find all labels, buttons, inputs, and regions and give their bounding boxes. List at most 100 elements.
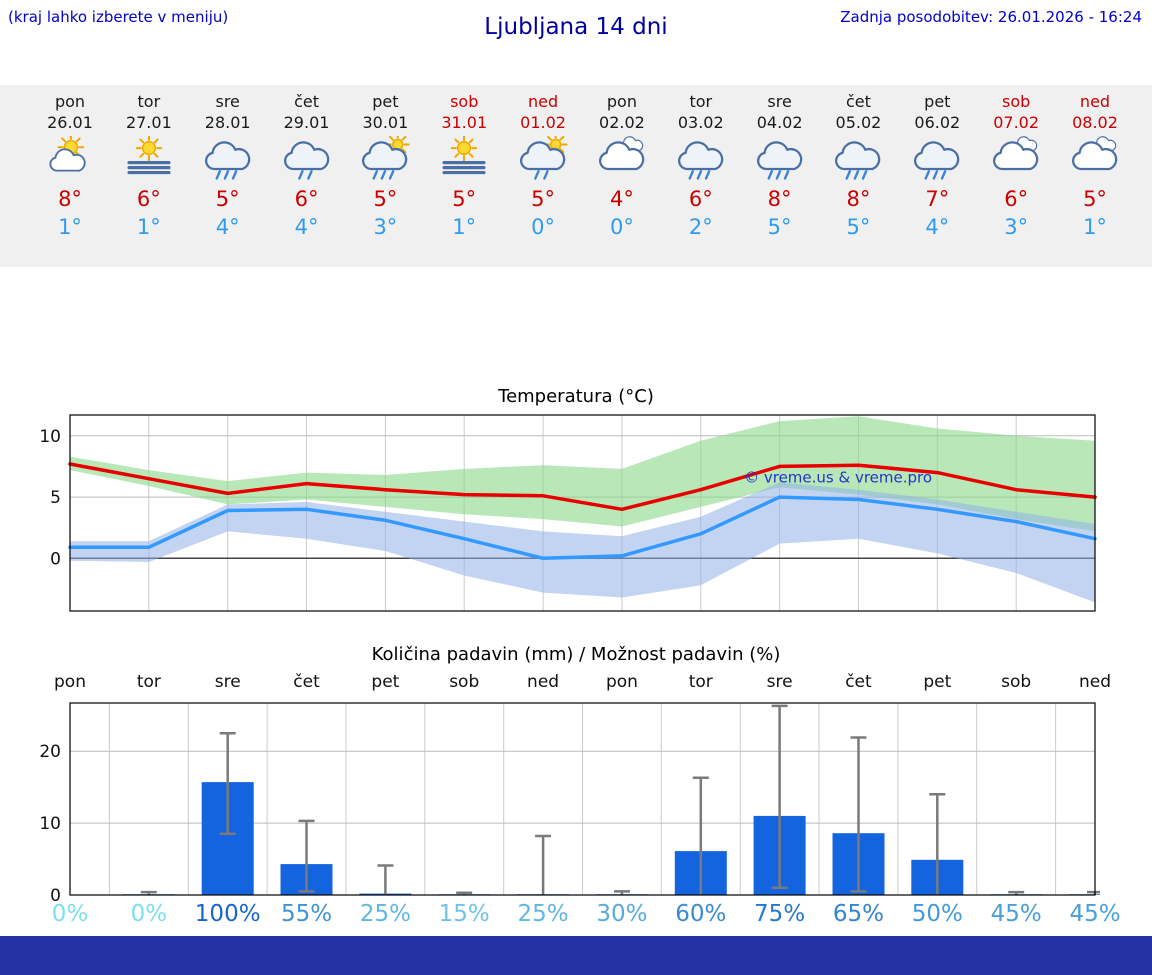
precip-probability: 55% (280, 901, 333, 927)
cloud-icon (582, 136, 661, 184)
precip-probability: 25% (517, 901, 569, 927)
precip-day-label: sob (1001, 672, 1032, 692)
forecast-day: pon 26.01 8° 1° (31, 85, 110, 241)
high-temp: 8° (58, 187, 82, 211)
menu-hint-link[interactable]: (kraj lahko izberete v meniju) (8, 8, 229, 26)
low-temp: 5° (846, 215, 871, 239)
high-temp: 6° (136, 187, 161, 211)
forecast-day: tor 27.01 6° 1° (109, 85, 188, 241)
low-temp: 4° (294, 215, 319, 239)
day-date: 06.02 (914, 113, 961, 132)
precip-day-label-row: pon tor sre čet pet sob ned pon tor sre čet pet sob n… (0, 672, 1152, 694)
last-update-text: Zadnja posodobitev: 26.01.2026 - 16:24 (840, 8, 1142, 26)
forecast-strip: pon 26.01 8° 1° tor 27.01 6° 1° sre 28.01 5° 4° čet 2… (0, 85, 1152, 267)
low-temp: 0° (609, 215, 634, 239)
high-temp: 5° (452, 187, 477, 211)
sun-fog-icon (109, 134, 188, 184)
day-name: čet (294, 92, 319, 111)
day-date: 05.02 (835, 113, 882, 132)
rain-icon (898, 136, 977, 184)
precip-day-label: tor (688, 672, 713, 692)
forecast-day: sob 31.01 5° 1° (425, 85, 504, 241)
high-temp: 5° (1083, 187, 1107, 211)
forecast-day: čet 29.01 6° 4° (267, 85, 346, 241)
day-name: pet (372, 92, 399, 111)
low-temp: 3° (373, 215, 398, 239)
precip-day-label: pon (605, 672, 638, 692)
low-temp: 1° (136, 215, 161, 239)
low-temp: 0° (531, 215, 555, 239)
precip-day-label: ned (527, 672, 560, 692)
high-temp: 7° (925, 187, 950, 211)
day-name: tor (689, 92, 713, 111)
temperature-chart: 0 5 10 © vreme.us & vreme.pro (40, 414, 1097, 612)
day-name: tor (137, 92, 161, 111)
precip-probability: 60% (675, 901, 727, 927)
precip-day-label: pet (923, 672, 952, 692)
low-temp: 4° (925, 215, 950, 239)
precipitation-chart-title: Količina padavin (mm) / Možnost padavin … (371, 644, 781, 665)
showers-icon (267, 136, 346, 184)
sun-fog-icon (425, 134, 504, 184)
rain-icon (661, 136, 740, 184)
low-temp: 3° (1004, 215, 1029, 239)
forecast-day: ned 08.02 5° 1° (1056, 85, 1135, 241)
precip-day-label: čet (845, 672, 872, 692)
precip-ytick-label: 20 (40, 742, 61, 762)
day-name: pon (54, 92, 86, 111)
day-name: pet (924, 92, 951, 111)
temp-ytick-label: 10 (40, 427, 61, 447)
precip-ytick-label: 10 (40, 814, 61, 834)
high-temp: 6° (294, 187, 319, 211)
forecast-day: pet 06.02 7° 4° (898, 85, 977, 241)
precip-probability: 15% (438, 901, 490, 927)
high-temp: 4° (609, 187, 634, 211)
precip-day-label: ned (1078, 672, 1112, 692)
day-name: pon (606, 92, 637, 111)
forecast-day: sre 28.01 5° 4° (188, 85, 267, 241)
cloud-icon (1056, 136, 1135, 184)
day-date: 26.01 (47, 113, 93, 132)
sun-cloud-icon (31, 133, 110, 184)
rain-icon (188, 136, 267, 184)
low-temp: 1° (452, 215, 477, 239)
footer-bar (0, 936, 1152, 975)
day-date: 29.01 (283, 113, 330, 132)
temperature-chart-title: Temperatura (°C) (498, 386, 654, 407)
day-date: 08.02 (1072, 113, 1118, 132)
day-name: sre (767, 92, 792, 111)
precip-probability: 0% (51, 901, 89, 927)
day-name: ned (1079, 92, 1111, 111)
precip-probability: 50% (911, 901, 963, 927)
low-temp: 1° (1083, 215, 1107, 239)
cloud-icon (977, 136, 1056, 184)
day-name: sre (215, 92, 240, 111)
high-temp: 8° (767, 187, 792, 211)
high-temp: 8° (846, 187, 871, 211)
min-temperature-line (68, 495, 1097, 561)
precip-probability-row: 0% 0% 100% 55% 25% 15% 25% 30% 60% 75% 65% 50% 45% 45… (0, 901, 1152, 933)
forecast-day: sre 04.02 8° 5° (740, 85, 819, 241)
max-range-band (70, 416, 1095, 532)
high-temp: 5° (215, 187, 240, 211)
precip-probability: 30% (596, 901, 648, 927)
temp-ytick-label: 5 (50, 488, 61, 508)
day-date: 01.02 (520, 113, 566, 132)
precip-day-label: sre (766, 672, 793, 692)
rain-icon (740, 136, 819, 184)
temp-ytick-label: 0 (50, 549, 61, 569)
rain-icon (819, 136, 898, 184)
max-temperature-line (68, 462, 1097, 512)
low-temp: 4° (215, 215, 240, 239)
precip-probability: 100% (194, 901, 261, 927)
precipitation-chart: 0 10 20 (40, 702, 1100, 903)
precip-probability: 75% (754, 901, 806, 927)
high-temp: 5° (531, 187, 555, 211)
day-date: 30.01 (362, 113, 409, 132)
day-date: 02.02 (599, 113, 645, 132)
day-date: 04.02 (756, 113, 803, 132)
precip-probability: 65% (832, 901, 885, 927)
precip-ytick-label: 0 (50, 886, 61, 903)
day-date: 03.02 (677, 113, 724, 132)
